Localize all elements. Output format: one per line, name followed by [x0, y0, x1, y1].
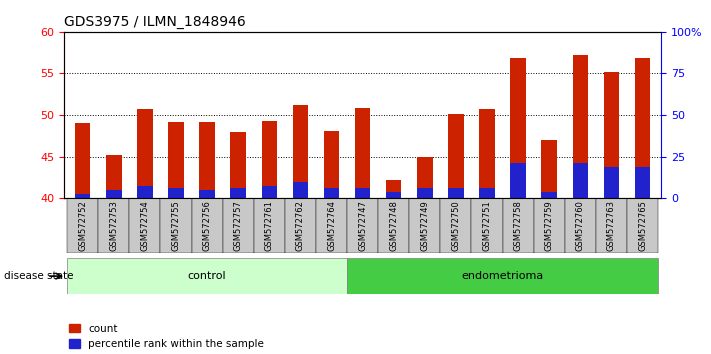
Text: GSM572747: GSM572747 — [358, 200, 367, 251]
Bar — [285, 198, 316, 253]
Bar — [510, 58, 526, 198]
Bar — [542, 140, 557, 198]
Bar — [503, 198, 534, 253]
Bar — [448, 188, 464, 198]
Bar — [479, 109, 495, 198]
Bar — [161, 198, 191, 253]
Bar — [75, 194, 90, 198]
Text: GSM572758: GSM572758 — [513, 200, 523, 251]
Bar — [169, 122, 183, 198]
Bar — [565, 198, 596, 253]
Bar — [137, 186, 153, 198]
Text: GSM572757: GSM572757 — [234, 200, 242, 251]
Bar — [106, 190, 122, 198]
Bar — [293, 182, 308, 198]
Bar — [67, 198, 98, 253]
Bar — [417, 188, 432, 198]
Text: GDS3975 / ILMN_1848946: GDS3975 / ILMN_1848946 — [64, 16, 246, 29]
Bar — [635, 58, 651, 198]
Bar — [129, 198, 161, 253]
Bar — [572, 55, 588, 198]
Bar — [479, 188, 495, 198]
Bar — [223, 198, 254, 253]
Bar — [254, 198, 285, 253]
Bar — [386, 192, 402, 198]
Bar — [137, 109, 153, 198]
Bar — [230, 188, 246, 198]
Bar — [324, 188, 339, 198]
Bar — [410, 198, 440, 253]
Text: GSM572753: GSM572753 — [109, 200, 118, 251]
Bar — [262, 121, 277, 198]
Bar — [98, 198, 129, 253]
Bar — [67, 258, 347, 294]
Bar — [378, 198, 410, 253]
Bar — [510, 163, 526, 198]
Bar — [199, 122, 215, 198]
Bar — [262, 186, 277, 198]
Text: GSM572761: GSM572761 — [264, 200, 274, 251]
Bar — [347, 198, 378, 253]
Bar — [75, 123, 90, 198]
Text: GSM572748: GSM572748 — [389, 200, 398, 251]
Text: GSM572764: GSM572764 — [327, 200, 336, 251]
Text: GSM572751: GSM572751 — [483, 200, 491, 251]
Bar — [542, 192, 557, 198]
Text: disease state: disease state — [4, 271, 73, 281]
Bar — [230, 132, 246, 198]
Legend: count, percentile rank within the sample: count, percentile rank within the sample — [69, 324, 264, 349]
Bar — [386, 180, 402, 198]
Bar — [199, 190, 215, 198]
Text: GSM572756: GSM572756 — [203, 200, 212, 251]
Bar — [106, 155, 122, 198]
Text: endometrioma: endometrioma — [461, 271, 544, 281]
Text: GSM572749: GSM572749 — [420, 200, 429, 251]
Text: GSM572760: GSM572760 — [576, 200, 585, 251]
Bar — [604, 72, 619, 198]
Text: GSM572754: GSM572754 — [140, 200, 149, 251]
Text: GSM572759: GSM572759 — [545, 200, 554, 251]
Bar — [169, 188, 183, 198]
Text: GSM572762: GSM572762 — [296, 200, 305, 251]
Bar — [534, 198, 565, 253]
Text: GSM572752: GSM572752 — [78, 200, 87, 251]
Bar — [572, 163, 588, 198]
Bar — [324, 131, 339, 198]
Bar — [440, 198, 471, 253]
Bar — [316, 198, 347, 253]
Bar — [471, 198, 503, 253]
Bar — [448, 114, 464, 198]
Text: control: control — [188, 271, 226, 281]
Bar — [627, 198, 658, 253]
Text: GSM572765: GSM572765 — [638, 200, 647, 251]
Bar — [355, 108, 370, 198]
Bar — [191, 198, 223, 253]
Bar — [596, 198, 627, 253]
Text: GSM572750: GSM572750 — [451, 200, 461, 251]
Text: GSM572763: GSM572763 — [607, 200, 616, 251]
Bar — [635, 167, 651, 198]
Bar — [604, 167, 619, 198]
Bar — [347, 258, 658, 294]
Bar — [417, 156, 432, 198]
Bar — [293, 105, 308, 198]
Bar — [355, 188, 370, 198]
Text: GSM572755: GSM572755 — [171, 200, 181, 251]
